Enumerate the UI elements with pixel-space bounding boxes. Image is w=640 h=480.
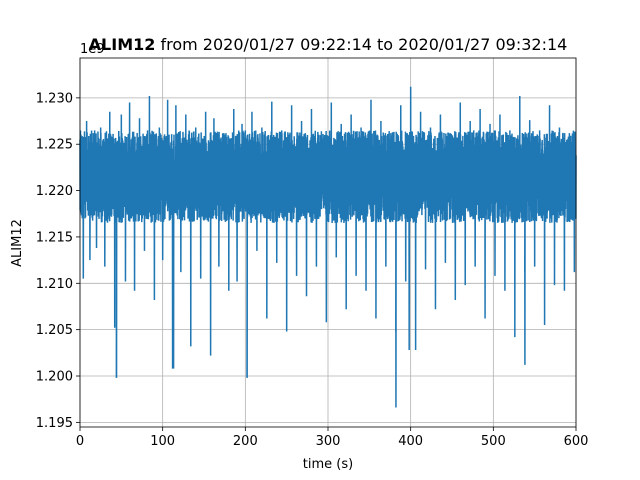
x-tick-label: 200 (233, 434, 258, 449)
y-tick-label: 1.200 (36, 370, 73, 385)
y-tick-label: 1.215 (36, 230, 73, 245)
y-tick-label: 1.210 (36, 277, 73, 292)
y-tick-label: 1.205 (36, 323, 73, 338)
y-tick-label: 1.230 (36, 91, 73, 106)
x-tick-label: 500 (481, 434, 506, 449)
chart-title: ALIM12 from 2020/01/27 09:22:14 to 2020/… (89, 35, 568, 54)
chart-title-variable: ALIM12 (89, 35, 156, 54)
x-tick-label: 0 (76, 434, 84, 449)
x-axis-ticks: 0 100 200 300 400 500 600 (76, 427, 589, 449)
y-axis-label: ALIM12 (10, 219, 25, 267)
y-tick-label: 1.220 (36, 184, 73, 199)
x-tick-label: 400 (398, 434, 423, 449)
x-axis-label: time (s) (303, 457, 353, 472)
y-offset-label: 1e9 (80, 42, 105, 57)
y-tick-label: 1.195 (36, 416, 73, 431)
y-tick-label: 1.225 (36, 138, 73, 153)
y-axis-ticks: 1.195 1.200 1.205 1.210 1.215 1.220 1.225 1.230 (36, 91, 80, 431)
x-tick-label: 300 (316, 434, 341, 449)
x-tick-label: 100 (150, 434, 175, 449)
x-tick-label: 600 (564, 434, 589, 449)
series-line (79, 86, 577, 408)
chart-title-range: from 2020/01/27 09:22:14 to 2020/01/27 0… (155, 35, 567, 54)
series-line-group (79, 86, 577, 408)
